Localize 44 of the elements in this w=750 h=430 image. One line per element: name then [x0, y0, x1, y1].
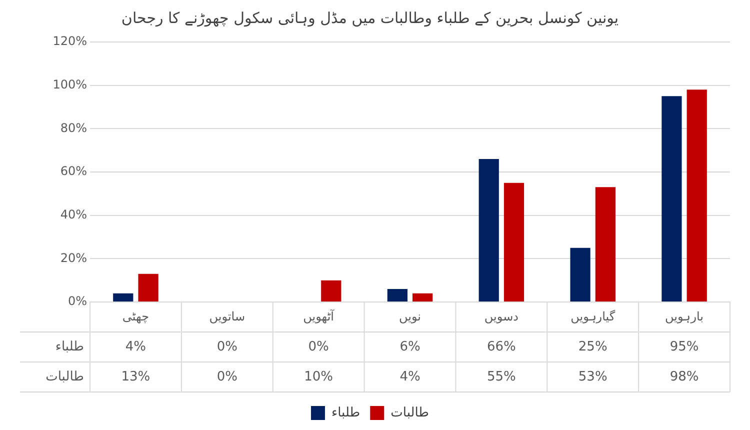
- data-label: 10%: [304, 369, 334, 384]
- data-label: 0%: [216, 339, 238, 354]
- data-label: 98%: [670, 369, 699, 384]
- text: طلباء: [55, 339, 84, 354]
- y-tick-label: 0%: [68, 294, 87, 308]
- x-tick-label: آٹھویں: [303, 308, 335, 324]
- x-tick-label: چھٹی: [122, 309, 150, 324]
- data-label: 95%: [670, 339, 699, 354]
- y-tick-label: 120%: [52, 34, 87, 48]
- y-tick-label: 40%: [60, 207, 87, 222]
- x-tick-label: نویں: [398, 309, 422, 324]
- data-label: 55%: [486, 369, 516, 384]
- text: طالبات: [46, 369, 84, 384]
- y-tick-label: 60%: [60, 164, 87, 178]
- bar: [478, 159, 499, 302]
- bar: [412, 293, 433, 302]
- bar: [504, 182, 524, 302]
- bar: [686, 90, 707, 302]
- legend-label: طلباء: [331, 405, 360, 420]
- bar: [387, 289, 408, 302]
- bar: [595, 187, 616, 302]
- data-label: 53%: [578, 369, 608, 384]
- y-tick-label: 100%: [52, 77, 87, 92]
- y-tick-label: 20%: [60, 250, 87, 265]
- bar: [662, 96, 682, 302]
- chart-title: یونین کونسل بحرین کے طلباء وطالبات میں مڈل وہائی سکول چھوڑنے کا رجحان: [121, 8, 619, 27]
- bar: [321, 280, 342, 302]
- bar: [138, 274, 158, 302]
- bar: [570, 248, 590, 302]
- legend-label: طالبات: [390, 405, 430, 420]
- y-tick-label: 80%: [60, 120, 87, 135]
- data-label: 4%: [125, 339, 146, 354]
- bar: [113, 293, 134, 302]
- x-tick-label: دسویں: [484, 309, 518, 324]
- data-label: 66%: [486, 339, 516, 354]
- data-label: 0%: [216, 369, 238, 384]
- x-tick-label: ساتویں: [209, 309, 246, 324]
- x-tick-label: بارہویں: [665, 309, 704, 324]
- x-tick-label: گیارہویں: [570, 309, 616, 324]
- data-label: 6%: [400, 339, 420, 354]
- data-label: 0%: [308, 339, 329, 354]
- data-label: 25%: [578, 339, 608, 354]
- data-label: 13%: [121, 369, 150, 384]
- data-label: 4%: [400, 369, 420, 384]
